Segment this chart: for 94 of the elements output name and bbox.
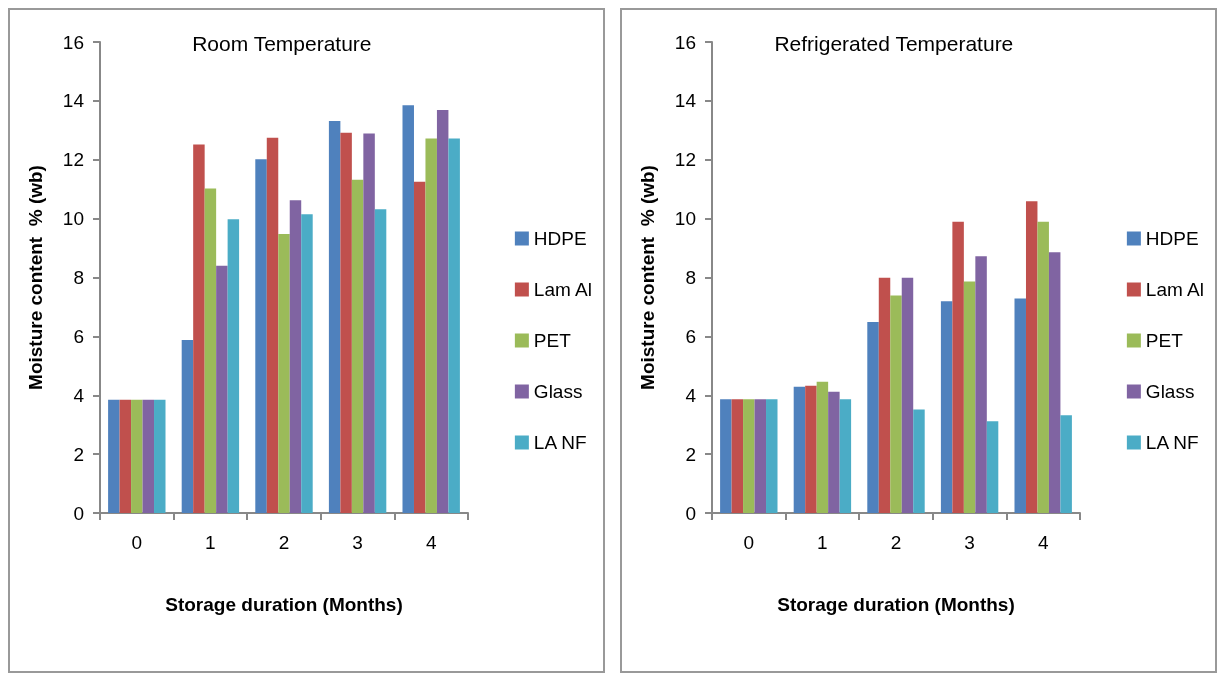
bar — [301, 214, 313, 513]
y-tick-label: 16 — [674, 31, 696, 53]
bar — [731, 399, 744, 513]
y-axis-title: Moisture content % (wb) — [25, 165, 46, 390]
y-tick-label: 14 — [674, 90, 697, 112]
y-tick-label: 12 — [62, 149, 84, 171]
bar — [351, 179, 364, 513]
y-tick-label: 6 — [685, 325, 696, 347]
x-axis-title: Storage duration (Months) — [777, 594, 1015, 615]
bar — [1048, 252, 1061, 513]
bar — [425, 138, 437, 513]
bar — [255, 159, 267, 513]
chart-title: Refrigerated Temperature — [774, 32, 1014, 55]
bar — [448, 138, 460, 513]
legend-label: PET — [1145, 330, 1184, 351]
bar — [766, 399, 778, 513]
bar — [181, 339, 194, 513]
bar — [890, 295, 902, 513]
bar — [805, 385, 817, 513]
bar — [901, 277, 914, 513]
bar — [913, 409, 925, 513]
bar — [839, 399, 852, 513]
bar — [816, 381, 829, 513]
y-tick-label: 14 — [62, 90, 85, 112]
bar — [793, 386, 806, 513]
x-tick-label: 3 — [964, 532, 975, 553]
y-tick-label: 10 — [62, 208, 84, 230]
bar — [227, 219, 240, 513]
bar — [278, 233, 290, 513]
y-tick-label: 8 — [73, 267, 84, 288]
legend-label: Lam Al — [533, 279, 592, 300]
bar — [743, 399, 755, 513]
bar — [878, 277, 891, 513]
x-tick-label: 4 — [1037, 532, 1049, 553]
x-tick-label: 4 — [425, 532, 437, 553]
bar — [154, 399, 166, 513]
y-tick-label: 0 — [73, 502, 84, 524]
bar — [204, 188, 217, 513]
y-tick-label: 12 — [674, 149, 696, 171]
bar — [108, 399, 120, 513]
bar — [828, 391, 840, 513]
bar — [413, 181, 426, 513]
legend-label: LA NF — [533, 432, 587, 453]
bar — [1025, 201, 1038, 513]
bar — [720, 399, 732, 513]
x-tick-label: 1 — [817, 532, 828, 553]
legend-label: Glass — [533, 381, 583, 402]
y-tick-label: 10 — [674, 208, 696, 230]
y-tick-label: 4 — [685, 384, 697, 406]
bar — [402, 105, 414, 513]
y-tick-label: 16 — [62, 31, 84, 53]
x-tick-label: 0 — [131, 532, 143, 553]
bar — [975, 256, 987, 513]
bar — [119, 399, 132, 513]
y-tick-label: 8 — [685, 267, 696, 288]
bar — [328, 120, 341, 513]
y-tick-label: 0 — [685, 502, 696, 524]
bar — [1037, 221, 1049, 513]
y-tick-label: 2 — [73, 443, 84, 465]
y-tick-label: 2 — [685, 443, 696, 465]
x-tick-label: 0 — [743, 532, 755, 553]
legend-label: PET — [533, 330, 572, 351]
y-tick-label: 4 — [73, 384, 85, 406]
bar — [867, 321, 879, 513]
bar — [131, 399, 143, 513]
bar — [363, 133, 375, 513]
bar — [142, 399, 155, 513]
x-tick-label: 3 — [352, 532, 363, 553]
legend-label: Glass — [1145, 381, 1195, 402]
bar — [1014, 298, 1026, 513]
bar — [986, 421, 999, 513]
legend-label: Lam Al — [1145, 279, 1204, 300]
x-tick-label: 1 — [205, 532, 216, 553]
y-tick-label: 6 — [73, 325, 84, 347]
bar — [1060, 415, 1072, 513]
bar — [266, 137, 279, 513]
legend-label: LA NF — [1145, 432, 1199, 453]
chart-title: Room Temperature — [192, 32, 372, 55]
legend-label: HDPE — [533, 228, 587, 249]
x-tick-label: 2 — [890, 532, 902, 553]
legend-label: HDPE — [1145, 228, 1199, 249]
bar — [940, 301, 953, 513]
x-axis-title: Storage duration (Months) — [165, 594, 403, 615]
bar — [216, 265, 228, 513]
bar — [289, 200, 302, 513]
bar — [963, 281, 976, 513]
bar — [436, 110, 449, 513]
bar — [193, 144, 205, 513]
bar — [340, 132, 352, 513]
y-axis-title: Moisture content % (wb) — [637, 165, 658, 390]
x-tick-label: 2 — [278, 532, 290, 553]
bar — [374, 209, 387, 513]
bar — [952, 221, 964, 513]
bar — [754, 399, 767, 513]
